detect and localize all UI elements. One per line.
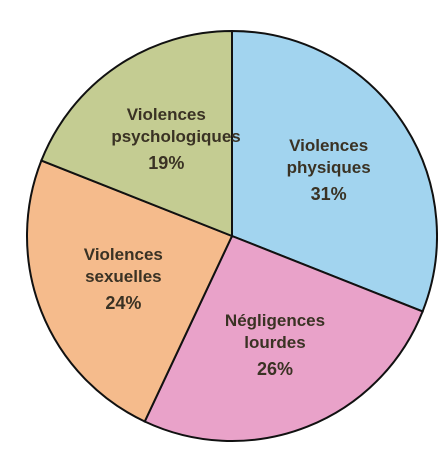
value-label: 24% bbox=[105, 293, 142, 313]
category-label: Négligences lourdes bbox=[224, 310, 326, 352]
slice-label: Violences psychologiques 19% bbox=[91, 104, 241, 174]
slice bbox=[143, 234, 424, 442]
slice bbox=[231, 29, 438, 313]
value-label: 19% bbox=[148, 153, 185, 174]
category-label: Violences psychologiques bbox=[111, 105, 241, 147]
slice-label: Violences sexuelles 24% bbox=[48, 244, 198, 314]
slice bbox=[26, 159, 234, 423]
slice-label: Négligences lourdes 26% bbox=[200, 310, 350, 380]
category-label: Violences physiques bbox=[286, 136, 371, 178]
slice bbox=[40, 29, 233, 238]
category-label: Violences sexuelles bbox=[83, 245, 163, 286]
value-label: 31% bbox=[310, 184, 347, 205]
value-label: 26% bbox=[256, 358, 294, 379]
slice-label: Violences physiques 31% bbox=[254, 135, 404, 205]
